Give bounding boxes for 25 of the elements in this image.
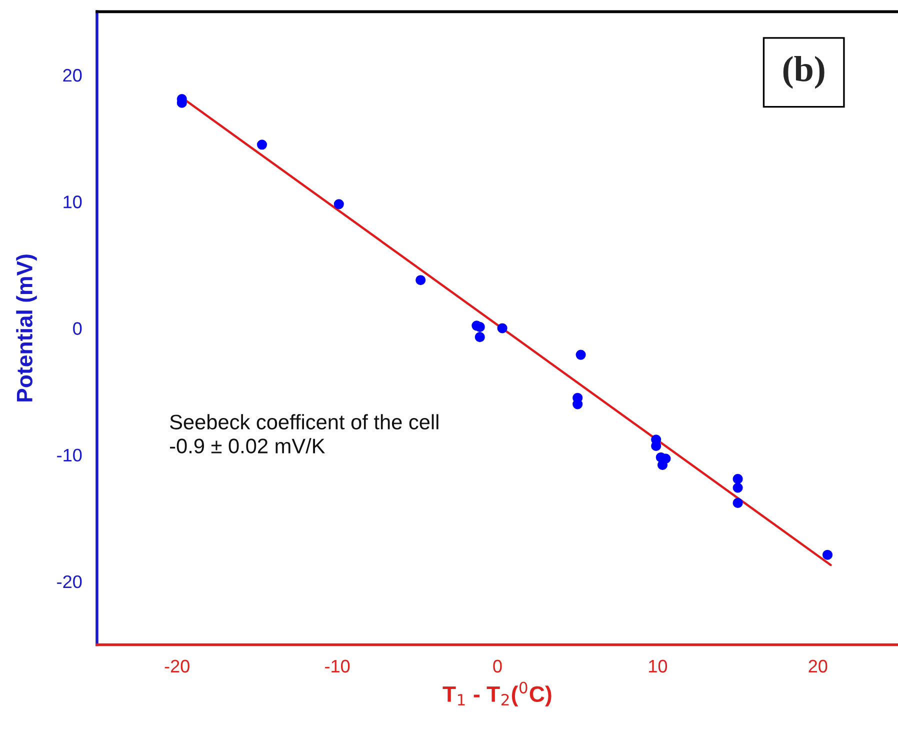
point bbox=[732, 498, 743, 508]
y-tick-label: -10 bbox=[57, 448, 82, 462]
point bbox=[334, 199, 344, 210]
point bbox=[576, 350, 586, 360]
point bbox=[256, 140, 268, 150]
x-tick-label: 10 bbox=[649, 660, 668, 673]
point bbox=[732, 474, 743, 484]
point bbox=[474, 332, 485, 342]
x-tick-label: -20 bbox=[164, 660, 190, 673]
y-tick-label: 0 bbox=[73, 322, 82, 335]
text: (b) bbox=[783, 56, 824, 89]
point bbox=[732, 482, 743, 493]
x-tick-label: 0 bbox=[493, 660, 502, 673]
point bbox=[474, 322, 485, 332]
y-axis-title: Potential (mV) bbox=[16, 254, 37, 402]
point bbox=[497, 323, 508, 334]
x-tick-label: -10 bbox=[325, 660, 350, 673]
point bbox=[822, 550, 833, 560]
x-axis-title: T$_{1}$ - T$_{2}$($^{0}$C) bbox=[442, 682, 552, 706]
point bbox=[416, 275, 426, 286]
x-tick-label: 20 bbox=[808, 660, 828, 673]
annotation: Seebeck coefficent of the cell -0.9 ± 0.02 mV/K bbox=[170, 414, 438, 454]
y-tick-label: 20 bbox=[63, 68, 82, 82]
y-tick-label: 10 bbox=[64, 196, 82, 208]
y-tick-label: -20 bbox=[57, 575, 82, 588]
